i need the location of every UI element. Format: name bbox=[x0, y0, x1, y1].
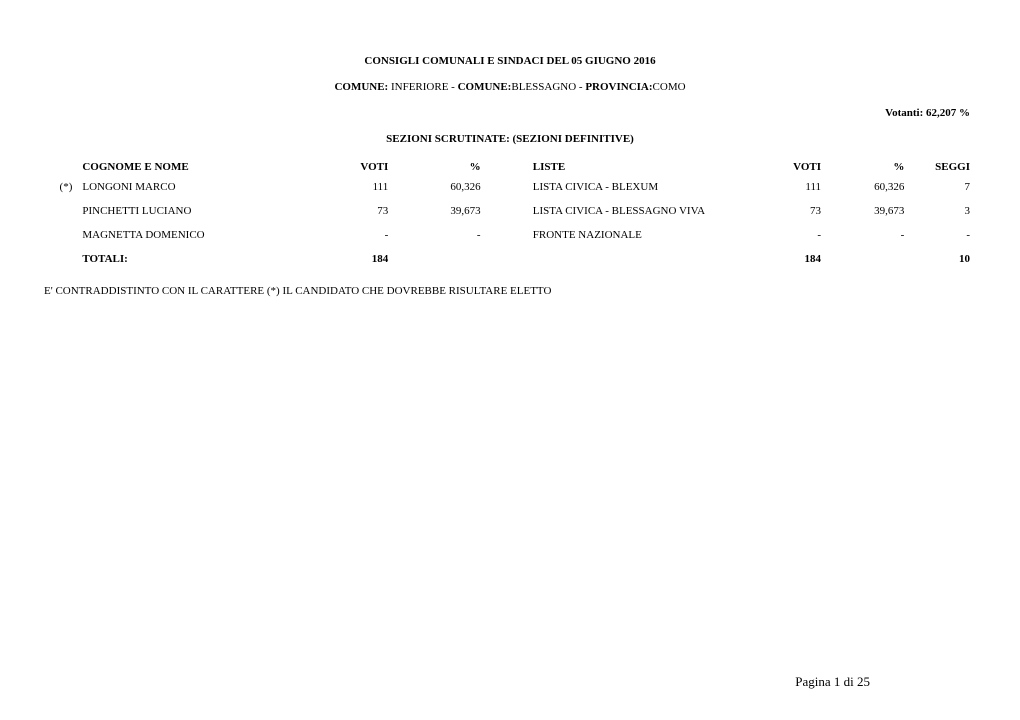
locality-line: COMUNE: INFERIORE - COMUNE:BLESSAGNO - P… bbox=[40, 81, 980, 93]
lista-seggi: 3 bbox=[908, 199, 980, 223]
report-title: CONSIGLI COMUNALI E SINDACI DEL 05 GIUGN… bbox=[40, 55, 980, 67]
lista-name: LISTA CIVICA - BLESSAGNO VIVA bbox=[529, 199, 751, 223]
header-liste: LISTE bbox=[529, 159, 751, 175]
lista-name: FRONTE NAZIONALE bbox=[529, 223, 751, 247]
row-marker: (*) bbox=[40, 175, 78, 199]
lista-voti: 111 bbox=[751, 175, 825, 199]
table-header-row: COGNOME E NOME VOTI % LISTE VOTI % SEGGI bbox=[40, 159, 980, 175]
comune-label-1: COMUNE: bbox=[334, 81, 388, 93]
table-row: (*) LONGONI MARCO 111 60,326 LISTA CIVIC… bbox=[40, 175, 980, 199]
results-table: COGNOME E NOME VOTI % LISTE VOTI % SEGGI… bbox=[40, 159, 980, 271]
row-marker bbox=[40, 199, 78, 223]
comune-value-1: INFERIORE - bbox=[388, 81, 457, 93]
candidate-voti: - bbox=[309, 223, 392, 247]
lista-pct: - bbox=[825, 223, 908, 247]
candidate-name: LONGONI MARCO bbox=[78, 175, 309, 199]
header-voti: VOTI bbox=[309, 159, 392, 175]
comune-value-2: BLESSAGNO - bbox=[511, 81, 585, 93]
sezioni-scrutinate: SEZIONI SCRUTINATE: (SEZIONI DEFINITIVE) bbox=[40, 133, 980, 145]
lista-voti: - bbox=[751, 223, 825, 247]
totals-voti2: 184 bbox=[751, 247, 825, 271]
page-number: Pagina 1 di 25 bbox=[795, 674, 870, 690]
lista-seggi: 7 bbox=[908, 175, 980, 199]
lista-name: LISTA CIVICA - BLEXUM bbox=[529, 175, 751, 199]
header-pct: % bbox=[392, 159, 484, 175]
provincia-label: PROVINCIA: bbox=[585, 81, 652, 93]
candidate-pct: - bbox=[392, 223, 484, 247]
candidate-name: MAGNETTA DOMENICO bbox=[78, 223, 309, 247]
totals-row: TOTALI: 184 184 10 bbox=[40, 247, 980, 271]
lista-voti: 73 bbox=[751, 199, 825, 223]
table-row: MAGNETTA DOMENICO - - FRONTE NAZIONALE -… bbox=[40, 223, 980, 247]
candidate-pct: 60,326 bbox=[392, 175, 484, 199]
candidate-pct: 39,673 bbox=[392, 199, 484, 223]
totals-seggi: 10 bbox=[908, 247, 980, 271]
comune-label-2: COMUNE: bbox=[458, 81, 512, 93]
lista-pct: 39,673 bbox=[825, 199, 908, 223]
totals-label: TOTALI: bbox=[78, 247, 309, 271]
header-nome: COGNOME E NOME bbox=[78, 159, 309, 175]
votanti-percentage: Votanti: 62,207 % bbox=[40, 107, 980, 119]
row-marker bbox=[40, 223, 78, 247]
table-row: PINCHETTI LUCIANO 73 39,673 LISTA CIVICA… bbox=[40, 199, 980, 223]
candidate-voti: 111 bbox=[309, 175, 392, 199]
header-voti2: VOTI bbox=[751, 159, 825, 175]
header-seggi: SEGGI bbox=[908, 159, 980, 175]
elected-footnote: E' CONTRADDISTINTO CON IL CARATTERE (*) … bbox=[40, 285, 980, 297]
header-pct2: % bbox=[825, 159, 908, 175]
candidate-voti: 73 bbox=[309, 199, 392, 223]
lista-pct: 60,326 bbox=[825, 175, 908, 199]
totals-voti: 184 bbox=[309, 247, 392, 271]
candidate-name: PINCHETTI LUCIANO bbox=[78, 199, 309, 223]
provincia-value: COMO bbox=[653, 81, 686, 93]
lista-seggi: - bbox=[908, 223, 980, 247]
